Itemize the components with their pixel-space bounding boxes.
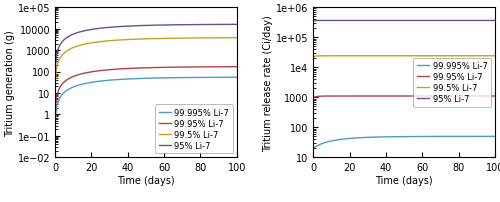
Y-axis label: Tritium release rate (Ci/day): Tritium release rate (Ci/day) <box>263 15 273 151</box>
Legend: 99.995% Li-7, 99.95% Li-7, 99.5% Li-7, 95% Li-7: 99.995% Li-7, 99.95% Li-7, 99.5% Li-7, 9… <box>414 59 491 107</box>
Y-axis label: Tritium generation (g): Tritium generation (g) <box>4 30 15 136</box>
X-axis label: Time (days): Time (days) <box>117 175 174 185</box>
Legend: 99.995% Li-7, 99.95% Li-7, 99.5% Li-7, 95% Li-7: 99.995% Li-7, 99.95% Li-7, 99.5% Li-7, 9… <box>156 105 232 153</box>
X-axis label: Time (days): Time (days) <box>376 175 433 185</box>
